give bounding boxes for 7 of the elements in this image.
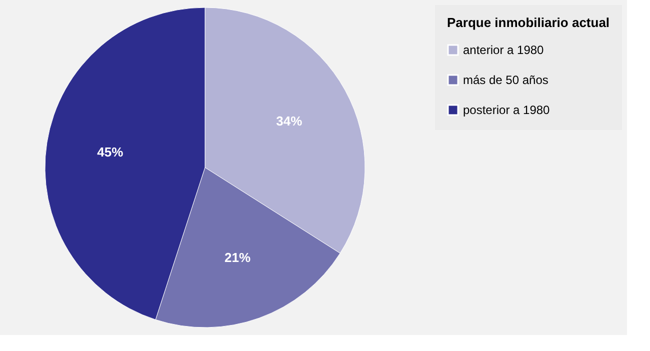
data-label: 45%	[97, 144, 124, 160]
legend-label: anterior a 1980	[463, 43, 544, 57]
data-label: 34%	[276, 113, 303, 128]
data-label: 21%	[224, 250, 251, 265]
legend-label: posterior a 1980	[463, 103, 550, 117]
legend-label: más de 50 años	[463, 73, 548, 87]
legend-title: Parque inmobiliario actual	[447, 15, 610, 30]
